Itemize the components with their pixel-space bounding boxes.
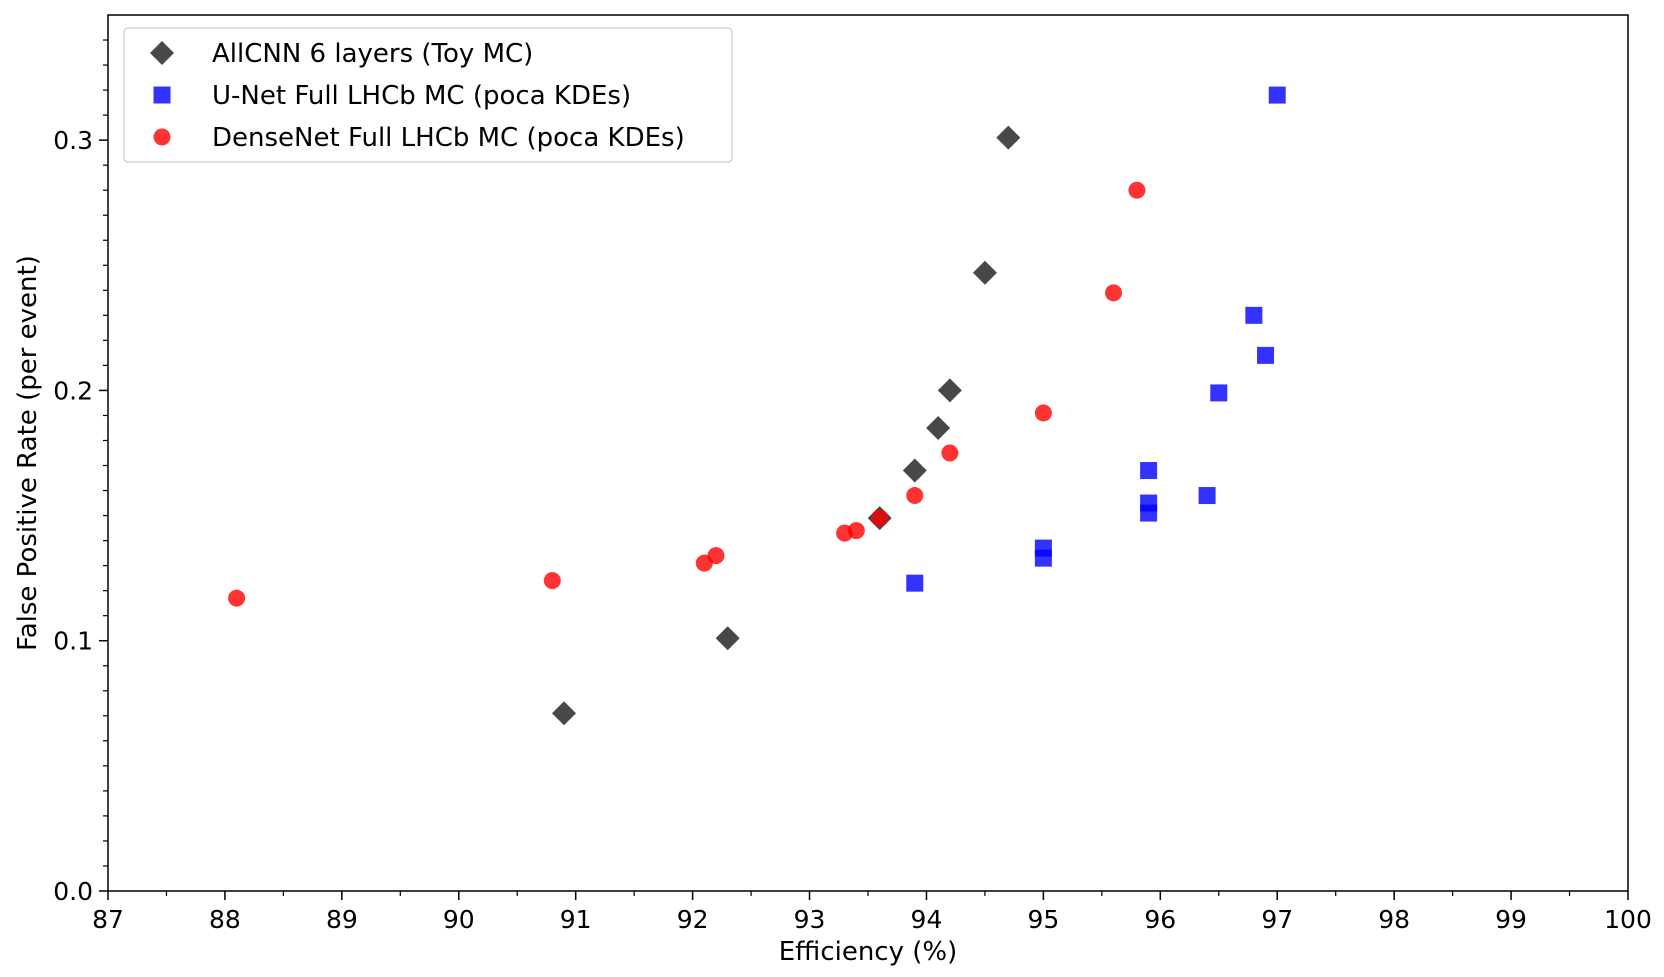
data-marks (228, 86, 1286, 726)
x-tick-label: 97 (1261, 905, 1293, 934)
y-axis-label: False Positive Rate (per event) (13, 255, 43, 651)
circle-point (847, 522, 865, 540)
diamond-point (996, 125, 1021, 150)
square-point (1257, 346, 1275, 364)
diamond-point (937, 378, 962, 403)
x-tick-label: 92 (677, 905, 709, 934)
square-point (1210, 384, 1228, 402)
x-tick-label: 94 (911, 905, 943, 934)
x-tick-label: 99 (1495, 905, 1527, 934)
circle-point (1128, 181, 1146, 199)
legend-label: DenseNet Full LHCb MC (poca KDEs) (212, 123, 685, 153)
axis-ticks: 87 88 89 90 91 92 93 94 95 96 97 98 99 100 0.0 0.1 0.2 0.… (53, 39, 1652, 934)
square-point (1198, 487, 1216, 505)
diamond-point (902, 458, 927, 483)
circle-point (228, 589, 246, 607)
x-tick-label: 100 (1604, 905, 1652, 934)
y-tick-label: 0.1 (53, 627, 93, 656)
square-point (1140, 494, 1158, 512)
y-tick-label: 0.2 (53, 376, 93, 405)
x-tick-label: 90 (443, 905, 475, 934)
square-point (906, 574, 924, 592)
x-tick-label: 87 (92, 905, 124, 934)
diamond-point (926, 415, 951, 440)
circle-point (1034, 404, 1052, 422)
diamond-point (552, 701, 576, 726)
x-tick-label: 96 (1144, 905, 1176, 934)
diamond-point (972, 260, 997, 285)
circle-point (941, 444, 959, 462)
circle-point (543, 572, 561, 590)
circle-point (1105, 284, 1123, 302)
x-tick-label: 88 (209, 905, 241, 934)
circle-point (906, 487, 924, 505)
x-tick-label: 89 (326, 905, 358, 934)
legend-square-marker (153, 86, 171, 104)
legend: AllCNN 6 layers (Toy MC) U-Net Full LHCb … (123, 27, 733, 163)
legend-box (123, 27, 733, 163)
square-point (1268, 86, 1286, 104)
square-point (1034, 539, 1052, 557)
circle-point (707, 547, 725, 565)
x-tick-label: 91 (560, 905, 592, 934)
x-axis-label: Efficiency (%) (779, 937, 958, 967)
y-tick-label: 0.0 (53, 877, 93, 906)
x-tick-label: 98 (1378, 905, 1410, 934)
legend-circle-marker (153, 128, 171, 146)
circle-point (871, 509, 889, 527)
square-point (1140, 462, 1158, 480)
x-tick-label: 95 (1027, 905, 1059, 934)
diamond-point (715, 626, 740, 651)
y-tick-label: 0.3 (53, 126, 93, 155)
legend-label: AllCNN 6 layers (Toy MC) (212, 39, 533, 69)
legend-diamond-marker (150, 41, 174, 65)
square-point (1245, 306, 1263, 324)
x-tick-label: 93 (794, 905, 826, 934)
legend-label: U-Net Full LHCb MC (poca KDEs) (212, 81, 631, 111)
